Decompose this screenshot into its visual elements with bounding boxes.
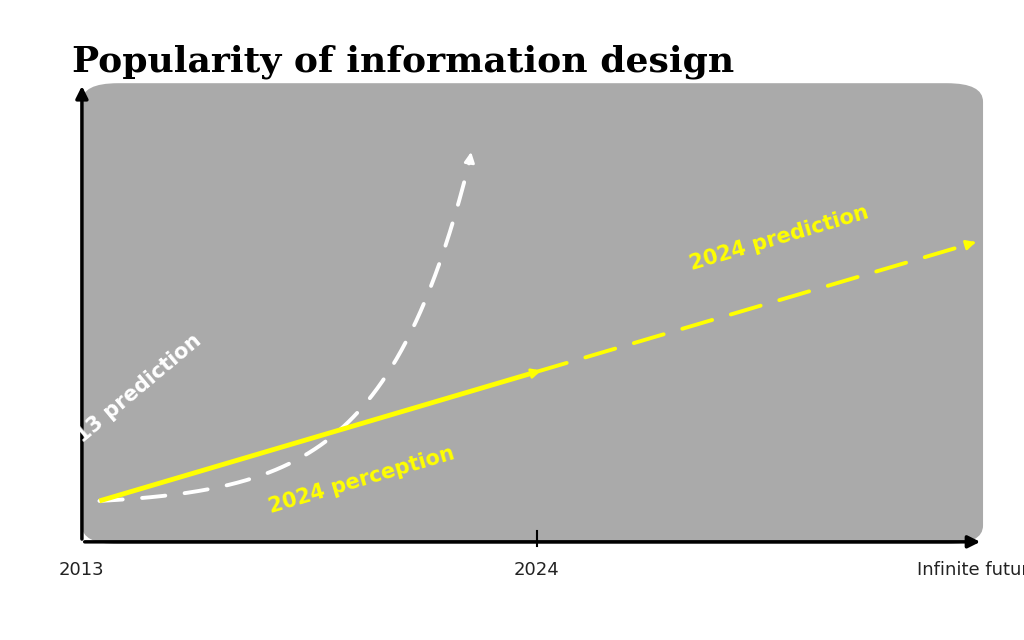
Text: 2024: 2024 bbox=[514, 561, 560, 579]
Text: 2013 prediction: 2013 prediction bbox=[50, 330, 205, 465]
Text: Infinite future: Infinite future bbox=[918, 561, 1024, 579]
FancyBboxPatch shape bbox=[82, 83, 983, 544]
Text: 2013: 2013 bbox=[59, 561, 104, 579]
Text: 2024 perception: 2024 perception bbox=[266, 444, 457, 517]
Text: 2024 prediction: 2024 prediction bbox=[688, 202, 871, 274]
Text: Popularity of information design: Popularity of information design bbox=[72, 45, 734, 79]
